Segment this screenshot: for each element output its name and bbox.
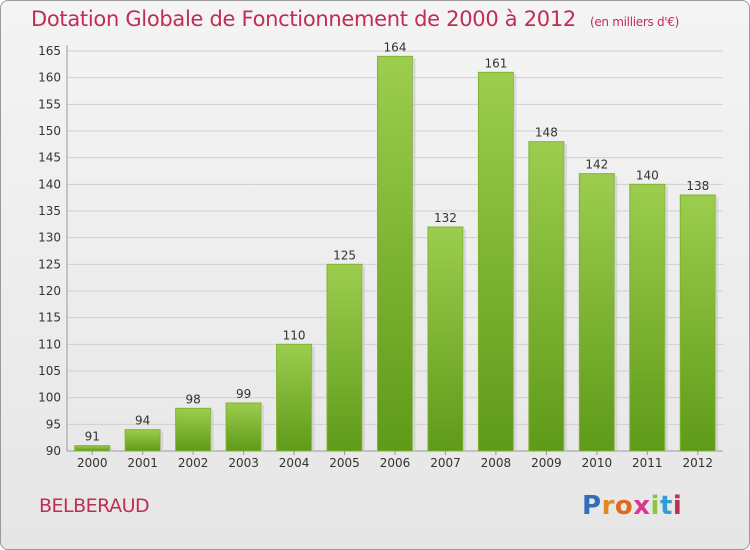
bar-shadow [664,186,668,452]
chart-title-text: Dotation Globale de Fonctionnement de 20… [31,7,576,31]
x-tick-label: 2010 [582,456,613,470]
chart-unit: (en milliers d'€) [589,15,679,29]
y-tick-label: 120 [38,284,61,298]
bar [427,226,464,452]
bar [124,429,161,452]
y-tick-label: 135 [38,204,61,218]
value-label: 99 [236,387,251,401]
bar [175,407,212,452]
bar-layer [74,55,719,452]
x-tick-label: 2009 [531,456,562,470]
x-tick-label: 2005 [329,456,360,470]
x-tick-label: 2000 [77,456,108,470]
value-label: 94 [135,414,150,428]
bar-shadow [261,405,265,451]
y-tick-label: 95 [46,417,61,431]
x-tick-label: 2004 [279,456,310,470]
bar [225,402,262,452]
x-tick-label: 2007 [430,456,461,470]
place-name: BELBERAUD [39,495,150,517]
bar-shadow [362,266,366,451]
label-layer: 91 2000 94 2001 98 2002 99 2003 110 2004 125 2005 16… [77,40,713,470]
x-tick-label: 2006 [380,456,411,470]
value-label: 140 [636,168,659,182]
bar [578,173,615,452]
y-tick-label: 165 [38,44,61,58]
y-tick-label: 125 [38,257,61,271]
y-tick-label: 130 [38,231,61,245]
bar [679,194,716,452]
logo-letter: P [582,491,602,521]
y-tick-label: 155 [38,97,61,111]
x-tick-label: 2001 [127,456,158,470]
x-tick-label: 2003 [228,456,259,470]
x-tick-label: 2012 [682,456,713,470]
bar [477,71,514,452]
bar-shadow [311,346,315,451]
y-tick-label: 140 [38,177,61,191]
y-tick-label: 160 [38,71,61,85]
bar [74,445,111,452]
axis-layer: 90 95 100 105 110 115 120 125 130 135 140 145 150 155… [38,44,723,458]
y-tick-label: 110 [38,337,61,351]
y-tick-label: 145 [38,151,61,165]
bar [629,183,666,452]
x-tick-label: 2002 [178,456,209,470]
bar [377,55,413,452]
logo-letter: i [672,491,683,521]
y-tick-label: 105 [38,364,61,378]
logo-letter: i [650,491,660,521]
logo-letter: r [601,491,615,521]
value-label: 132 [434,211,457,225]
bar [528,141,565,452]
bar-shadow [412,58,416,451]
y-tick-label: 100 [38,391,61,405]
x-tick-label: 2008 [481,456,512,470]
bar-shadow [513,74,517,451]
value-label: 148 [535,126,558,140]
proxiti-logo: Proxiti [582,491,682,521]
logo-letter: o [614,491,634,521]
bar-shadow [462,229,466,451]
x-tick-label: 2011 [632,456,663,470]
value-label: 91 [85,430,100,444]
bar-shadow [160,431,164,451]
bar [326,263,363,452]
bar-shadow [614,175,618,451]
bar [276,343,313,452]
logo-letter: x [633,491,651,521]
bar-shadow [715,197,719,451]
bar-shadow [210,410,214,451]
value-label: 142 [585,158,608,172]
y-tick-label: 150 [38,124,61,138]
value-label: 164 [384,40,407,54]
bar-shadow [563,143,567,451]
value-label: 125 [333,248,356,262]
bar-shadow [109,447,113,451]
chart-title: Dotation Globale de Fonctionnement de 20… [31,7,679,31]
logo-letter: t [659,491,673,521]
value-label: 98 [186,392,201,406]
y-tick-label: 115 [38,311,61,325]
value-label: 161 [484,56,507,70]
y-tick-label: 90 [46,444,61,458]
value-label: 138 [686,179,709,193]
value-label: 110 [283,328,306,342]
